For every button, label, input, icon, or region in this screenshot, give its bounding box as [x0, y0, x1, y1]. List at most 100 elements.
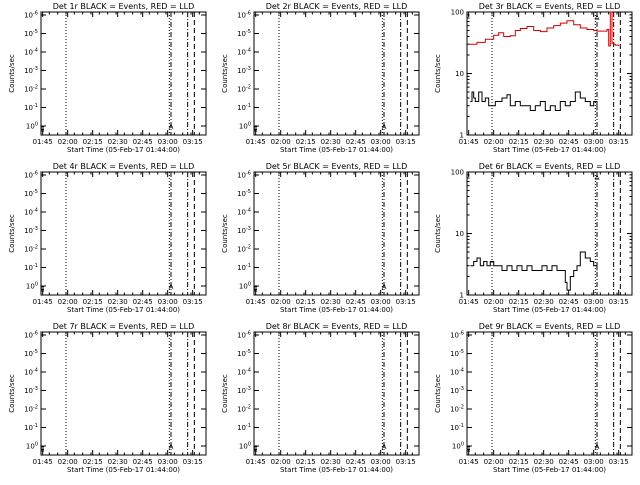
y-tick-label: 10-3 [450, 386, 464, 395]
y-tick-label: 10-4 [24, 368, 38, 377]
y-tick-label: 10-2 [24, 85, 38, 94]
x-tick-label: 02:15 [83, 458, 103, 466]
y-tick-label: 100 [26, 122, 38, 131]
x-tick-label: 02:45 [559, 298, 579, 306]
y-tick-label: 10-2 [237, 405, 251, 414]
x-tick-label: 02:15 [509, 298, 529, 306]
plot-frame [253, 171, 420, 296]
y-tick-label: 10-3 [237, 226, 251, 235]
y-tick-label: 10-6 [237, 331, 251, 340]
x-axis-label: Start Time (05-Feb-17 01:44:00) [67, 146, 180, 154]
x-tick-label: 02:45 [133, 298, 153, 306]
y-tick-label: 10-1 [237, 263, 251, 272]
x-tick-label: 02:45 [346, 458, 366, 466]
y-tick-label: 100 [452, 442, 464, 451]
y-tick-label: 10-4 [237, 48, 251, 57]
x-tick-label: 03:15 [183, 138, 203, 146]
y-tick-label: 10-2 [237, 245, 251, 254]
annotation-label: A [169, 123, 174, 131]
y-tick-label: 10-3 [237, 66, 251, 75]
y-tick-label: 1 [460, 132, 464, 140]
annotation-label: A [595, 14, 600, 22]
x-tick-label: 03:00 [584, 298, 604, 306]
y-tick-label: 10-4 [237, 368, 251, 377]
chart-title: Det 2r BLACK = Events, RED = LLD [266, 2, 408, 11]
x-tick-label: 02:30 [534, 298, 554, 306]
x-tick-label: 03:00 [158, 298, 178, 306]
x-tick-label: 02:15 [509, 458, 529, 466]
y-axis-label: Counts/sec [221, 214, 229, 253]
x-tick-label: 03:15 [609, 458, 629, 466]
x-tick-label: 02:15 [296, 138, 316, 146]
y-tick-label: 10-5 [24, 29, 38, 38]
y-axis-label: Counts/sec [221, 374, 229, 413]
x-tick-label: 02:45 [133, 138, 153, 146]
annotation-label: A [382, 443, 387, 451]
events-series-line [470, 251, 598, 291]
chart-title: Det 3r BLACK = Events, RED = LLD [479, 2, 621, 11]
x-tick-label: 02:45 [133, 458, 153, 466]
chart-panel-8: Det 8r BLACK = Events, RED = LLD 100 10-1 1… [221, 322, 420, 474]
x-tick-label: 02:15 [296, 458, 316, 466]
y-tick-label: 100 [239, 122, 251, 131]
x-tick-label: 03:00 [584, 138, 604, 146]
x-tick-label: 02:00 [484, 298, 504, 306]
y-tick-label: 10-1 [237, 103, 251, 112]
x-tick-label: 02:00 [58, 298, 78, 306]
x-tick-label: 03:00 [371, 298, 391, 306]
chart-panel-6: Det 6r BLACK = Events, RED = LLD 1 10 100 Co… [434, 162, 633, 314]
x-tick-label: 02:30 [534, 138, 554, 146]
y-tick-label: 10-6 [237, 11, 251, 20]
x-tick-label: 02:00 [58, 138, 78, 146]
y-tick-label: 10-1 [450, 423, 464, 432]
x-tick-label: 02:30 [108, 138, 128, 146]
x-tick-label: 02:15 [296, 298, 316, 306]
x-tick-label: 02:45 [559, 458, 579, 466]
y-tick-label: 100 [451, 9, 464, 17]
plot-frame [40, 11, 207, 136]
annotation-label: A [595, 443, 600, 451]
chart-panel-9: Det 9r BLACK = Events, RED = LLD 100 10-1 1… [434, 322, 633, 474]
y-tick-label: 10 [455, 230, 464, 238]
y-tick-label: 10-2 [24, 245, 38, 254]
x-tick-label: 03:15 [396, 138, 416, 146]
chart-title: Det 6r BLACK = Events, RED = LLD [479, 162, 621, 171]
y-tick-label: 10-5 [24, 349, 38, 358]
x-tick-label: 03:15 [396, 298, 416, 306]
y-tick-label: 10 [455, 70, 464, 78]
x-tick-label: 02:00 [484, 458, 504, 466]
y-tick-label: 10-3 [24, 226, 38, 235]
x-tick-label: 02:30 [321, 298, 341, 306]
annotation-label: A [595, 174, 600, 182]
x-axis-label: Start Time (05-Feb-17 01:44:00) [280, 146, 393, 154]
x-tick-label: 02:30 [108, 458, 128, 466]
y-tick-label: 10-4 [450, 368, 464, 377]
x-axis-label: Start Time (05-Feb-17 01:44:00) [493, 466, 606, 474]
x-tick-label: 02:30 [321, 138, 341, 146]
y-tick-label: 100 [451, 169, 464, 177]
y-tick-label: 10-1 [237, 423, 251, 432]
y-tick-label: 10-4 [237, 208, 251, 217]
y-tick-label: 100 [26, 282, 38, 291]
y-axis-label: Counts/sec [221, 54, 229, 93]
x-tick-label: 02:45 [346, 138, 366, 146]
y-tick-label: 10-2 [24, 405, 38, 414]
x-tick-label: 02:30 [108, 298, 128, 306]
annotation-label: A [169, 283, 174, 291]
chart-title: Det 7r BLACK = Events, RED = LLD [53, 322, 195, 331]
plot-frame [466, 331, 633, 456]
x-axis-label: Start Time (05-Feb-17 01:44:00) [67, 306, 180, 314]
y-tick-label: 100 [239, 282, 251, 291]
x-tick-label: 02:30 [534, 458, 554, 466]
y-tick-label: 10-3 [24, 66, 38, 75]
events-series-line [470, 91, 598, 111]
x-tick-label: 02:15 [509, 138, 529, 146]
y-tick-label: 10-6 [450, 331, 464, 340]
chart-title: Det 4r BLACK = Events, RED = LLD [53, 162, 195, 171]
chart-panel-4: Det 4r BLACK = Events, RED = LLD 100 10-1 1… [8, 162, 207, 314]
y-tick-label: 10-5 [237, 189, 251, 198]
x-tick-label: 02:15 [83, 298, 103, 306]
y-tick-label: 10-5 [450, 349, 464, 358]
